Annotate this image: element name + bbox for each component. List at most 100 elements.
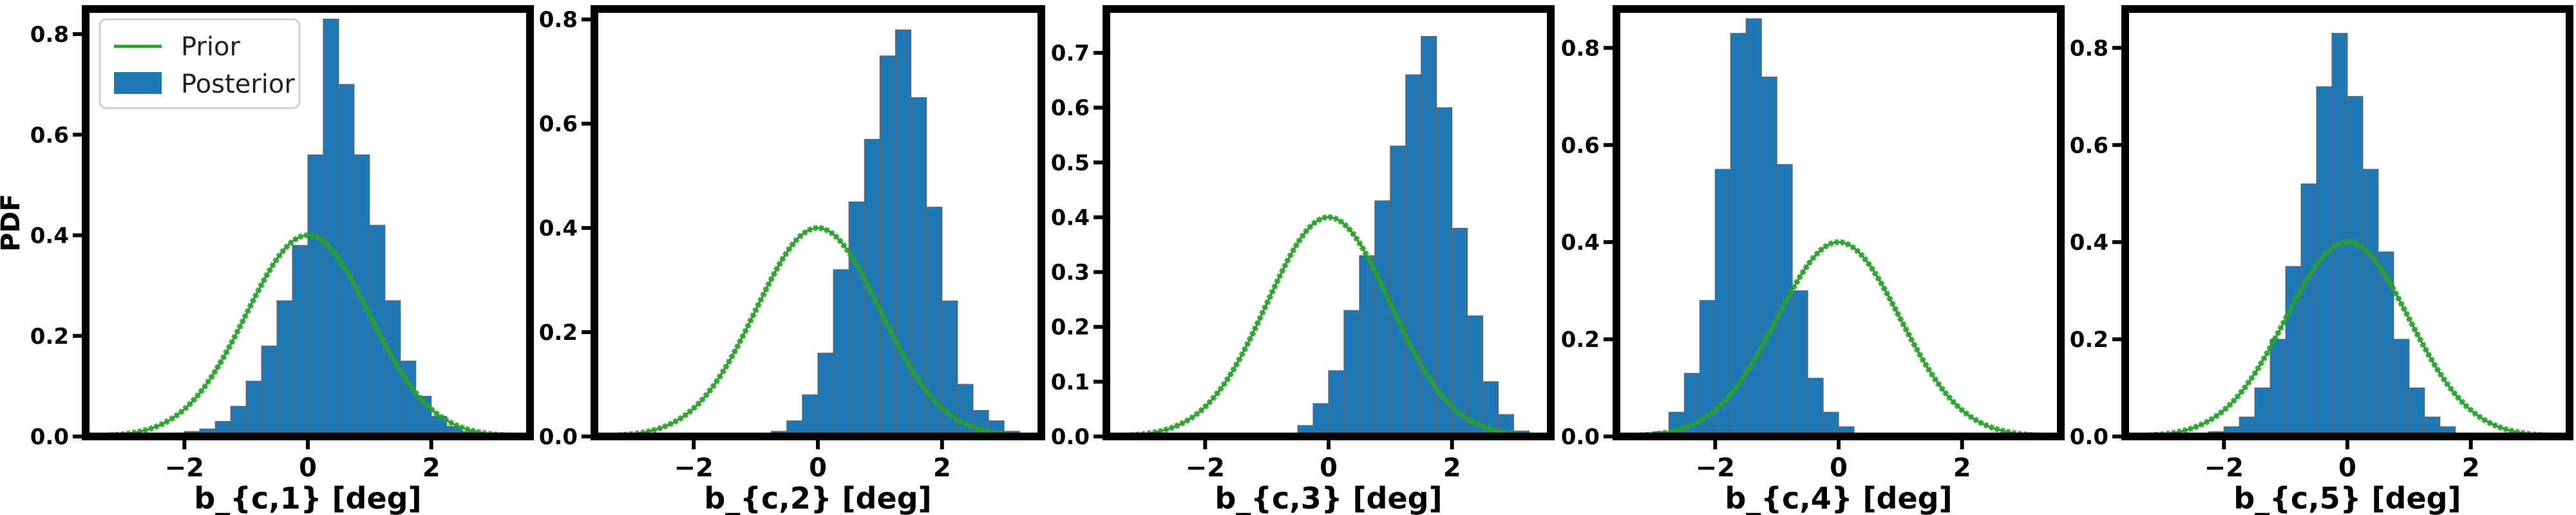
y-tick-label: 0.6 bbox=[1051, 95, 1090, 121]
posterior-bar bbox=[2362, 169, 2379, 437]
y-tick-label: 0.6 bbox=[539, 111, 578, 137]
y-tick-label: 0.8 bbox=[30, 22, 69, 48]
y-tick-label: 0.2 bbox=[30, 324, 69, 350]
posterior-bar bbox=[2347, 96, 2363, 437]
y-tick-label: 0.8 bbox=[539, 7, 578, 33]
posterior-bar bbox=[1359, 255, 1376, 437]
panel-5: 0.0 0.2 0.4 0.6 0.8 −2 0 2b_{c,5} [deg] bbox=[2070, 5, 2573, 515]
x-axis-label: b_{c,2} [deg] bbox=[704, 481, 931, 515]
posterior-bar bbox=[1792, 290, 1808, 437]
x-tick-label: 2 bbox=[422, 453, 440, 483]
y-tick-label: 0.6 bbox=[1561, 133, 1600, 158]
posterior-bar bbox=[230, 406, 247, 437]
posterior-bar bbox=[2409, 387, 2425, 437]
posterior-bar bbox=[276, 300, 293, 437]
y-tick-label: 0.2 bbox=[1051, 315, 1090, 341]
posterior-bar bbox=[2254, 387, 2271, 437]
legend-prior-label: Prior bbox=[181, 32, 240, 62]
posterior-bar bbox=[879, 55, 896, 437]
x-axis-label: b_{c,5} [deg] bbox=[2233, 481, 2461, 515]
x-tick-label: −2 bbox=[2204, 453, 2244, 483]
posterior-bar bbox=[1807, 377, 1824, 437]
x-axis-label: b_{c,3} [deg] bbox=[1215, 481, 1442, 515]
legend: Prior Posterior bbox=[99, 18, 301, 109]
y-tick-label: 0.2 bbox=[2070, 327, 2108, 353]
posterior-histogram bbox=[2208, 33, 2472, 437]
posterior-bar bbox=[848, 201, 865, 437]
axes-frame bbox=[1613, 5, 2065, 440]
x-tick-label: 0 bbox=[299, 453, 317, 483]
prior-curve bbox=[91, 234, 524, 438]
posterior-bar bbox=[1452, 227, 1468, 437]
posterior-bar bbox=[802, 394, 819, 437]
y-tick-label: 0.8 bbox=[1561, 35, 1600, 61]
y-tick-label: 0.5 bbox=[1051, 150, 1090, 176]
x-tick-label: 2 bbox=[2462, 453, 2480, 483]
posterior-histogram bbox=[1653, 18, 1870, 437]
y-tick-label: 0.4 bbox=[30, 223, 69, 249]
panel-3: 0.0 0.1 0.2 0.3 0.4 0.5 0.6 0.7 −2 0 2b_{c,3} [deg… bbox=[1051, 5, 1555, 515]
y-tick-label: 0.0 bbox=[1561, 424, 1600, 450]
y-tick-label: 0.2 bbox=[1561, 327, 1600, 353]
posterior-bar bbox=[323, 19, 339, 437]
posterior-bar bbox=[1343, 310, 1360, 437]
posterior-histogram bbox=[755, 29, 1020, 437]
x-tick-label: −2 bbox=[165, 453, 204, 483]
y-tick-label: 0.0 bbox=[1051, 424, 1090, 450]
x-tick-label: −2 bbox=[1696, 453, 1735, 483]
y-tick-label: 0.8 bbox=[2070, 35, 2108, 61]
posterior-bar bbox=[2300, 183, 2317, 437]
posterior-bar bbox=[1390, 145, 1406, 437]
y-tick-label: 0.7 bbox=[1051, 41, 1090, 66]
x-tick-label: 2 bbox=[1443, 453, 1461, 483]
posterior-histogram bbox=[1282, 35, 1530, 437]
legend-posterior-label: Posterior bbox=[181, 70, 295, 99]
legend-posterior-swatch bbox=[114, 72, 162, 94]
posterior-bar bbox=[1436, 107, 1453, 437]
posterior-bar bbox=[1405, 74, 1422, 437]
y-tick-label: 0.4 bbox=[1051, 205, 1090, 230]
panel-1: 0.0 0.2 0.4 0.6 0.8 −2 0 2b_{c,1} [deg] PDF Prior… bbox=[0, 5, 534, 515]
x-tick-label: 0 bbox=[809, 453, 827, 483]
x-tick-label: 2 bbox=[1953, 453, 1971, 483]
y-tick-label: 0.6 bbox=[30, 122, 69, 148]
prior-curve bbox=[2131, 241, 2564, 438]
posterior-bar bbox=[307, 154, 324, 437]
prior-curve bbox=[1112, 216, 1545, 438]
y-tick-label: 0.3 bbox=[1051, 260, 1090, 286]
y-tick-label: 0.4 bbox=[539, 216, 578, 241]
prior-curve bbox=[600, 227, 1036, 438]
posterior-bar bbox=[1312, 403, 1329, 437]
posterior-bar bbox=[245, 380, 262, 437]
prior-curve bbox=[1622, 241, 2055, 438]
posterior-bar bbox=[292, 245, 308, 437]
panel-2: 0.0 0.2 0.4 0.6 0.8 −2 0 2b_{c,2} [deg] bbox=[539, 5, 1045, 515]
posterior-bar bbox=[2331, 33, 2348, 437]
posterior-bar bbox=[833, 269, 849, 437]
y-tick-label: 0.4 bbox=[1561, 230, 1600, 256]
x-tick-label: 0 bbox=[2338, 453, 2356, 483]
posterior-bar bbox=[1328, 370, 1345, 437]
posterior-bar bbox=[1374, 200, 1391, 437]
y-tick-label: 0.2 bbox=[539, 320, 578, 346]
x-axis-label: b_{c,4} [deg] bbox=[1725, 481, 1952, 515]
x-tick-label: 0 bbox=[1320, 453, 1338, 483]
y-axis-label: PDF bbox=[0, 194, 26, 252]
posterior-bar bbox=[2393, 339, 2410, 437]
y-tick-label: 0.0 bbox=[30, 424, 69, 450]
y-tick-label: 0.6 bbox=[2070, 133, 2108, 158]
x-tick-label: −2 bbox=[674, 453, 714, 483]
y-tick-label: 0.1 bbox=[1051, 370, 1090, 395]
x-tick-label: 0 bbox=[1830, 453, 1848, 483]
posterior-bar bbox=[261, 345, 278, 437]
posterior-bar bbox=[817, 352, 834, 437]
y-tick-label: 0.0 bbox=[2070, 424, 2108, 450]
posterior-bar bbox=[2269, 339, 2286, 437]
x-tick-label: −2 bbox=[1186, 453, 1225, 483]
panel-4: 0.0 0.2 0.4 0.6 0.8 −2 0 2b_{c,4} [deg] bbox=[1561, 5, 2065, 515]
y-tick-label: 0.4 bbox=[2070, 230, 2108, 256]
y-tick-label: 0.0 bbox=[539, 424, 578, 450]
x-tick-label: 2 bbox=[933, 453, 951, 483]
